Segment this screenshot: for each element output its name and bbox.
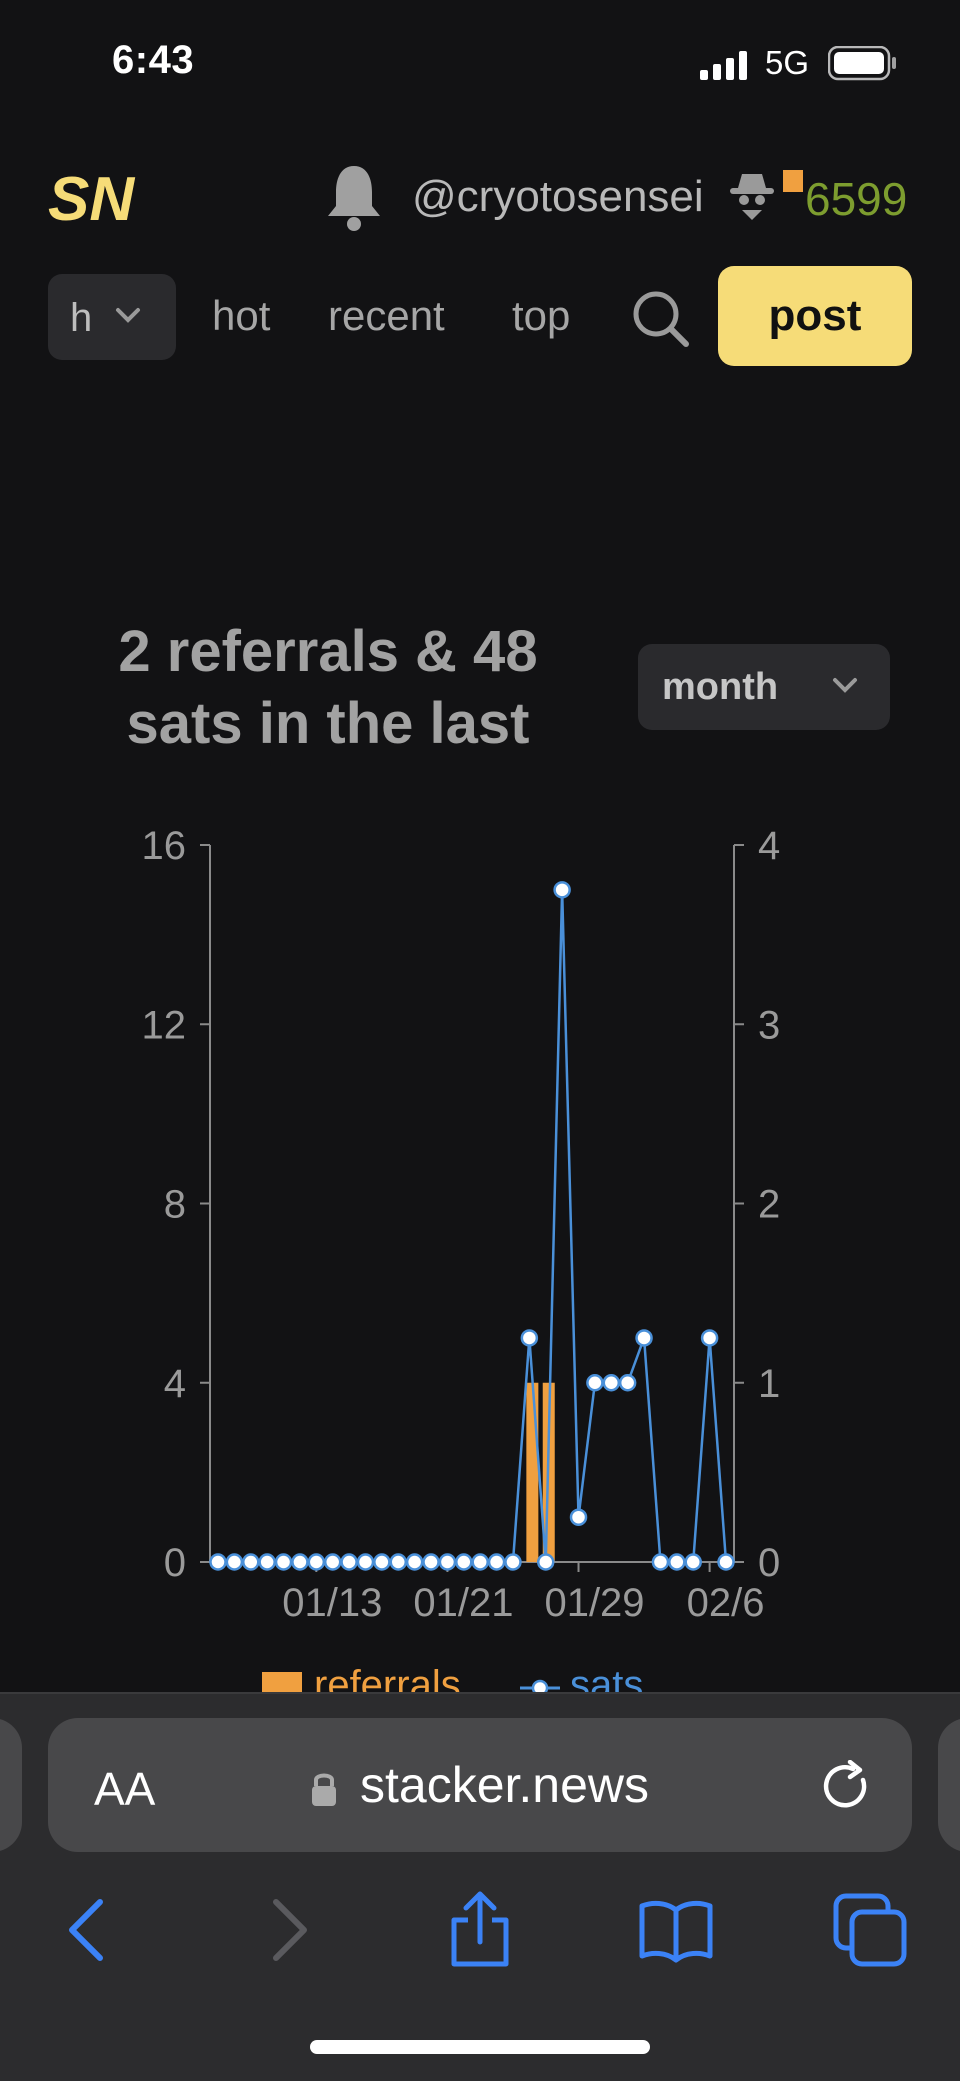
left-tick-label: 0: [164, 1541, 186, 1585]
right-tick-label: 4: [758, 824, 780, 868]
nav-hot[interactable]: hot: [212, 292, 271, 339]
post-button[interactable]: post: [718, 266, 912, 366]
chevron-down-icon: [833, 678, 857, 693]
sats-point: [373, 1553, 391, 1571]
back-icon[interactable]: [48, 1890, 128, 1970]
search-icon[interactable]: [630, 288, 690, 348]
sats-point: [225, 1553, 244, 1571]
status-time: 6:43: [112, 38, 195, 82]
right-tick-label: 3: [758, 1003, 780, 1047]
sats-point: [618, 1374, 637, 1392]
sats-point: [323, 1553, 342, 1571]
tabs-icon[interactable]: [830, 1890, 910, 1970]
right-tick-label: 1: [758, 1362, 780, 1406]
nav-top[interactable]: top: [512, 292, 571, 339]
sats-balance[interactable]: 6599: [805, 173, 908, 225]
x-tick-label: 02/6: [687, 1581, 765, 1625]
sats-point: [700, 1329, 719, 1347]
left-tick-label: 8: [164, 1183, 186, 1227]
sats-point: [209, 1553, 227, 1571]
sub-selector-value: h: [70, 296, 90, 340]
home-indicator: [310, 2040, 650, 2054]
period-select[interactable]: month: [638, 644, 890, 730]
sats-point: [635, 1329, 653, 1347]
chart-title: 2 referrals & 48 sats in the last: [88, 616, 568, 760]
right-tick-label: 0: [758, 1541, 780, 1585]
chevron-down-icon: [116, 308, 140, 323]
sats-point: [422, 1553, 440, 1571]
sats-point: [487, 1553, 506, 1571]
bell-icon[interactable]: [322, 160, 386, 232]
x-tick-label: 01/13: [282, 1581, 382, 1625]
forward-icon[interactable]: [248, 1890, 328, 1970]
sats-point: [274, 1553, 293, 1571]
share-icon[interactable]: [440, 1890, 520, 1970]
signal-icon: [700, 51, 747, 80]
sats-point: [668, 1553, 686, 1571]
network-label: 5G: [765, 44, 810, 81]
sats-point: [717, 1553, 735, 1571]
referrals-bar: [526, 1382, 539, 1562]
notification-badge: [783, 170, 803, 192]
sats-point: [586, 1374, 604, 1392]
left-tick-label: 4: [164, 1362, 186, 1406]
svg-text:SN: SN: [48, 165, 135, 234]
x-tick-label: 01/21: [413, 1581, 513, 1625]
url-text[interactable]: stacker.news: [360, 1757, 650, 1813]
sats-point: [291, 1553, 309, 1571]
sats-line: [218, 889, 728, 1564]
bookmarks-icon[interactable]: [636, 1890, 716, 1970]
left-tick-label: 16: [142, 824, 187, 868]
nav-recent[interactable]: recent: [328, 292, 445, 339]
left-tick-label: 12: [142, 1003, 187, 1047]
address-bar[interactable]: [48, 1718, 912, 1852]
sats-point: [651, 1553, 670, 1571]
period-select-value: month: [662, 666, 779, 708]
sats-point: [356, 1553, 375, 1571]
hat-icon: [730, 174, 774, 220]
chart-title-line1: 2 referrals & 48: [118, 619, 538, 684]
stacker-news-logo[interactable]: SN: [44, 162, 140, 234]
sats-point: [504, 1553, 522, 1571]
text-size-button[interactable]: AA: [94, 1763, 156, 1815]
prev-tab-pill[interactable]: [0, 1718, 22, 1852]
right-tick-label: 2: [758, 1183, 780, 1227]
sub-selector[interactable]: h: [48, 274, 176, 360]
sats-point: [242, 1553, 260, 1571]
sats-point: [471, 1553, 489, 1571]
lock-icon: [312, 1773, 336, 1806]
username-link[interactable]: @cryotosensei: [412, 172, 704, 221]
sats-point: [438, 1553, 457, 1571]
sats-point: [602, 1374, 621, 1392]
chart-title-line2: sats in the last: [126, 691, 530, 756]
sats-point: [405, 1553, 424, 1571]
sats-point: [258, 1553, 276, 1571]
sats-point: [307, 1553, 326, 1571]
sats-point: [520, 1329, 539, 1347]
sats-point: [684, 1553, 702, 1571]
battery-icon: [828, 46, 896, 81]
x-tick-label: 01/29: [544, 1581, 644, 1625]
sats-point: [569, 1508, 588, 1526]
sats-point: [340, 1553, 358, 1571]
reload-icon[interactable]: [820, 1760, 874, 1814]
sats-point: [455, 1553, 473, 1571]
sats-point: [536, 1553, 555, 1571]
next-tab-pill[interactable]: [938, 1718, 960, 1852]
sats-point: [389, 1553, 408, 1571]
sats-point: [553, 881, 571, 899]
